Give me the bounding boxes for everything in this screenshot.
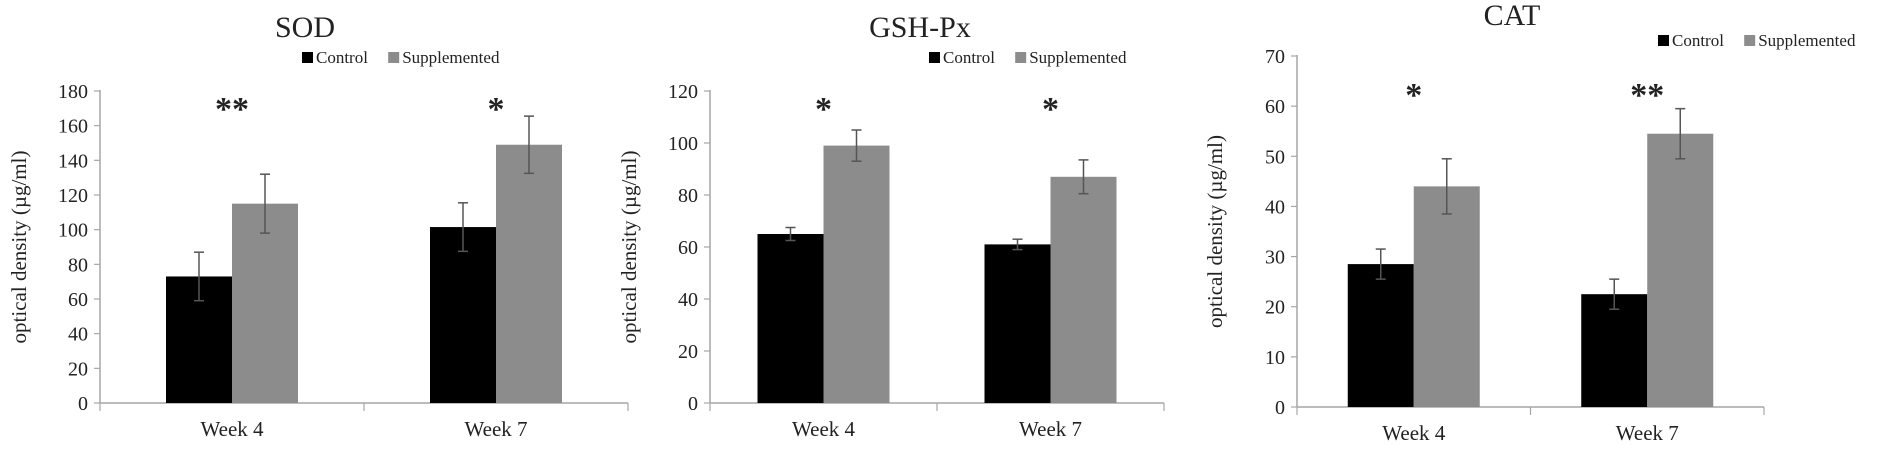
y-tick-label: 100 (668, 133, 698, 155)
error-bar (785, 226, 796, 242)
y-tick-label: 180 (58, 81, 88, 103)
bar-supplemented-week-4 (232, 203, 298, 403)
y-tick-label: 0 (1275, 397, 1285, 419)
chart-title: GSH-Px (869, 11, 971, 44)
bar-supplemented-week-4 (1413, 186, 1480, 407)
bar-control-week-7 (1581, 294, 1648, 407)
y-tick-label: 50 (1265, 146, 1285, 168)
error-bar (194, 251, 204, 302)
bar-control-week-4 (1347, 264, 1414, 407)
bar-supplemented-week-7 (496, 144, 562, 403)
bar-control-week-7 (430, 227, 496, 403)
significance-marker: * (815, 91, 832, 128)
y-axis-label: optical density (µg/ml) (617, 151, 641, 344)
y-tick-label: 100 (58, 220, 88, 242)
error-bar (851, 129, 862, 162)
y-tick-label: 80 (678, 185, 698, 207)
y-tick-label: 60 (678, 237, 698, 259)
legend-label-2: Supplemented (402, 48, 500, 67)
chart-title: SOD (275, 11, 335, 44)
y-tick-label: 20 (1265, 297, 1285, 319)
legend-swatch-1 (302, 52, 313, 63)
legend: Control Supplemented (1658, 31, 1856, 50)
legend-swatch-2 (1744, 35, 1756, 46)
chart-panel-2: GSH-Px Control Supplemented 0 20 40 60 80 100 120… (617, 11, 1165, 441)
y-tick-label: 120 (58, 185, 88, 207)
significance-marker: ** (215, 91, 249, 128)
legend-label-1: Control (316, 48, 368, 67)
y-tick-label: 30 (1265, 247, 1285, 269)
legend-label-1: Control (1672, 31, 1724, 50)
legend-label-2: Supplemented (1029, 48, 1127, 67)
error-bar (1375, 248, 1386, 280)
y-tick-label: 40 (68, 324, 88, 346)
significance-marker: * (488, 91, 505, 128)
y-tick-label: 40 (678, 289, 698, 311)
y-tick-label: 10 (1265, 347, 1285, 369)
x-category-label: Week 7 (464, 417, 527, 441)
y-tick-label: 70 (1265, 46, 1285, 68)
chart-title: CAT (1484, 0, 1541, 32)
bar-control-week-7 (984, 244, 1051, 403)
significance-marker: * (1042, 91, 1059, 128)
error-bar (1675, 107, 1686, 160)
legend-swatch-1 (1658, 35, 1669, 46)
error-bar (1078, 159, 1089, 195)
bar-supplemented-week-7 (1050, 176, 1117, 403)
chart-panel-1: SOD Control Supplemented 0 20 40 60 80 100 120 140… (7, 11, 629, 441)
y-axis-label: optical density (µg/ml) (7, 151, 31, 344)
error-bar (1609, 278, 1620, 310)
legend: Control Supplemented (302, 48, 500, 67)
significance-marker: ** (1630, 77, 1664, 114)
error-bar (260, 173, 270, 234)
y-tick-label: 20 (678, 341, 698, 363)
error-bar (1012, 238, 1023, 251)
chart-panel-3: CAT Control Supplemented 0 10 20 30 40 50 60 70 opt… (1203, 0, 1856, 445)
x-category-label: Week 7 (1019, 417, 1082, 441)
x-category-label: Week 4 (1382, 421, 1446, 445)
bar-supplemented-week-4 (823, 145, 890, 403)
y-tick-label: 0 (688, 393, 698, 415)
bar-supplemented-week-7 (1647, 133, 1714, 407)
legend-swatch-1 (929, 52, 940, 63)
x-category-label: Week 7 (1616, 421, 1679, 445)
legend-label-1: Control (943, 48, 995, 67)
y-tick-label: 60 (68, 289, 88, 311)
legend-swatch-2 (388, 52, 400, 63)
y-tick-label: 20 (68, 358, 88, 380)
error-bar (458, 202, 468, 253)
x-category-label: Week 4 (792, 417, 856, 441)
y-tick-label: 160 (58, 116, 88, 138)
y-axis-label: optical density (µg/ml) (1203, 135, 1227, 328)
y-tick-label: 140 (58, 150, 88, 172)
legend-swatch-2 (1015, 52, 1027, 63)
y-tick-label: 60 (1265, 96, 1285, 118)
error-bar (524, 115, 534, 175)
y-tick-label: 40 (1265, 196, 1285, 218)
y-tick-label: 80 (68, 254, 88, 276)
y-tick-label: 120 (668, 81, 698, 103)
legend: Control Supplemented (929, 48, 1127, 67)
y-tick-label: 0 (78, 393, 88, 415)
x-category-label: Week 4 (200, 417, 264, 441)
legend-label-2: Supplemented (1758, 31, 1856, 50)
bar-control-week-4 (757, 234, 824, 403)
significance-marker: * (1405, 77, 1422, 114)
error-bar (1441, 158, 1452, 215)
